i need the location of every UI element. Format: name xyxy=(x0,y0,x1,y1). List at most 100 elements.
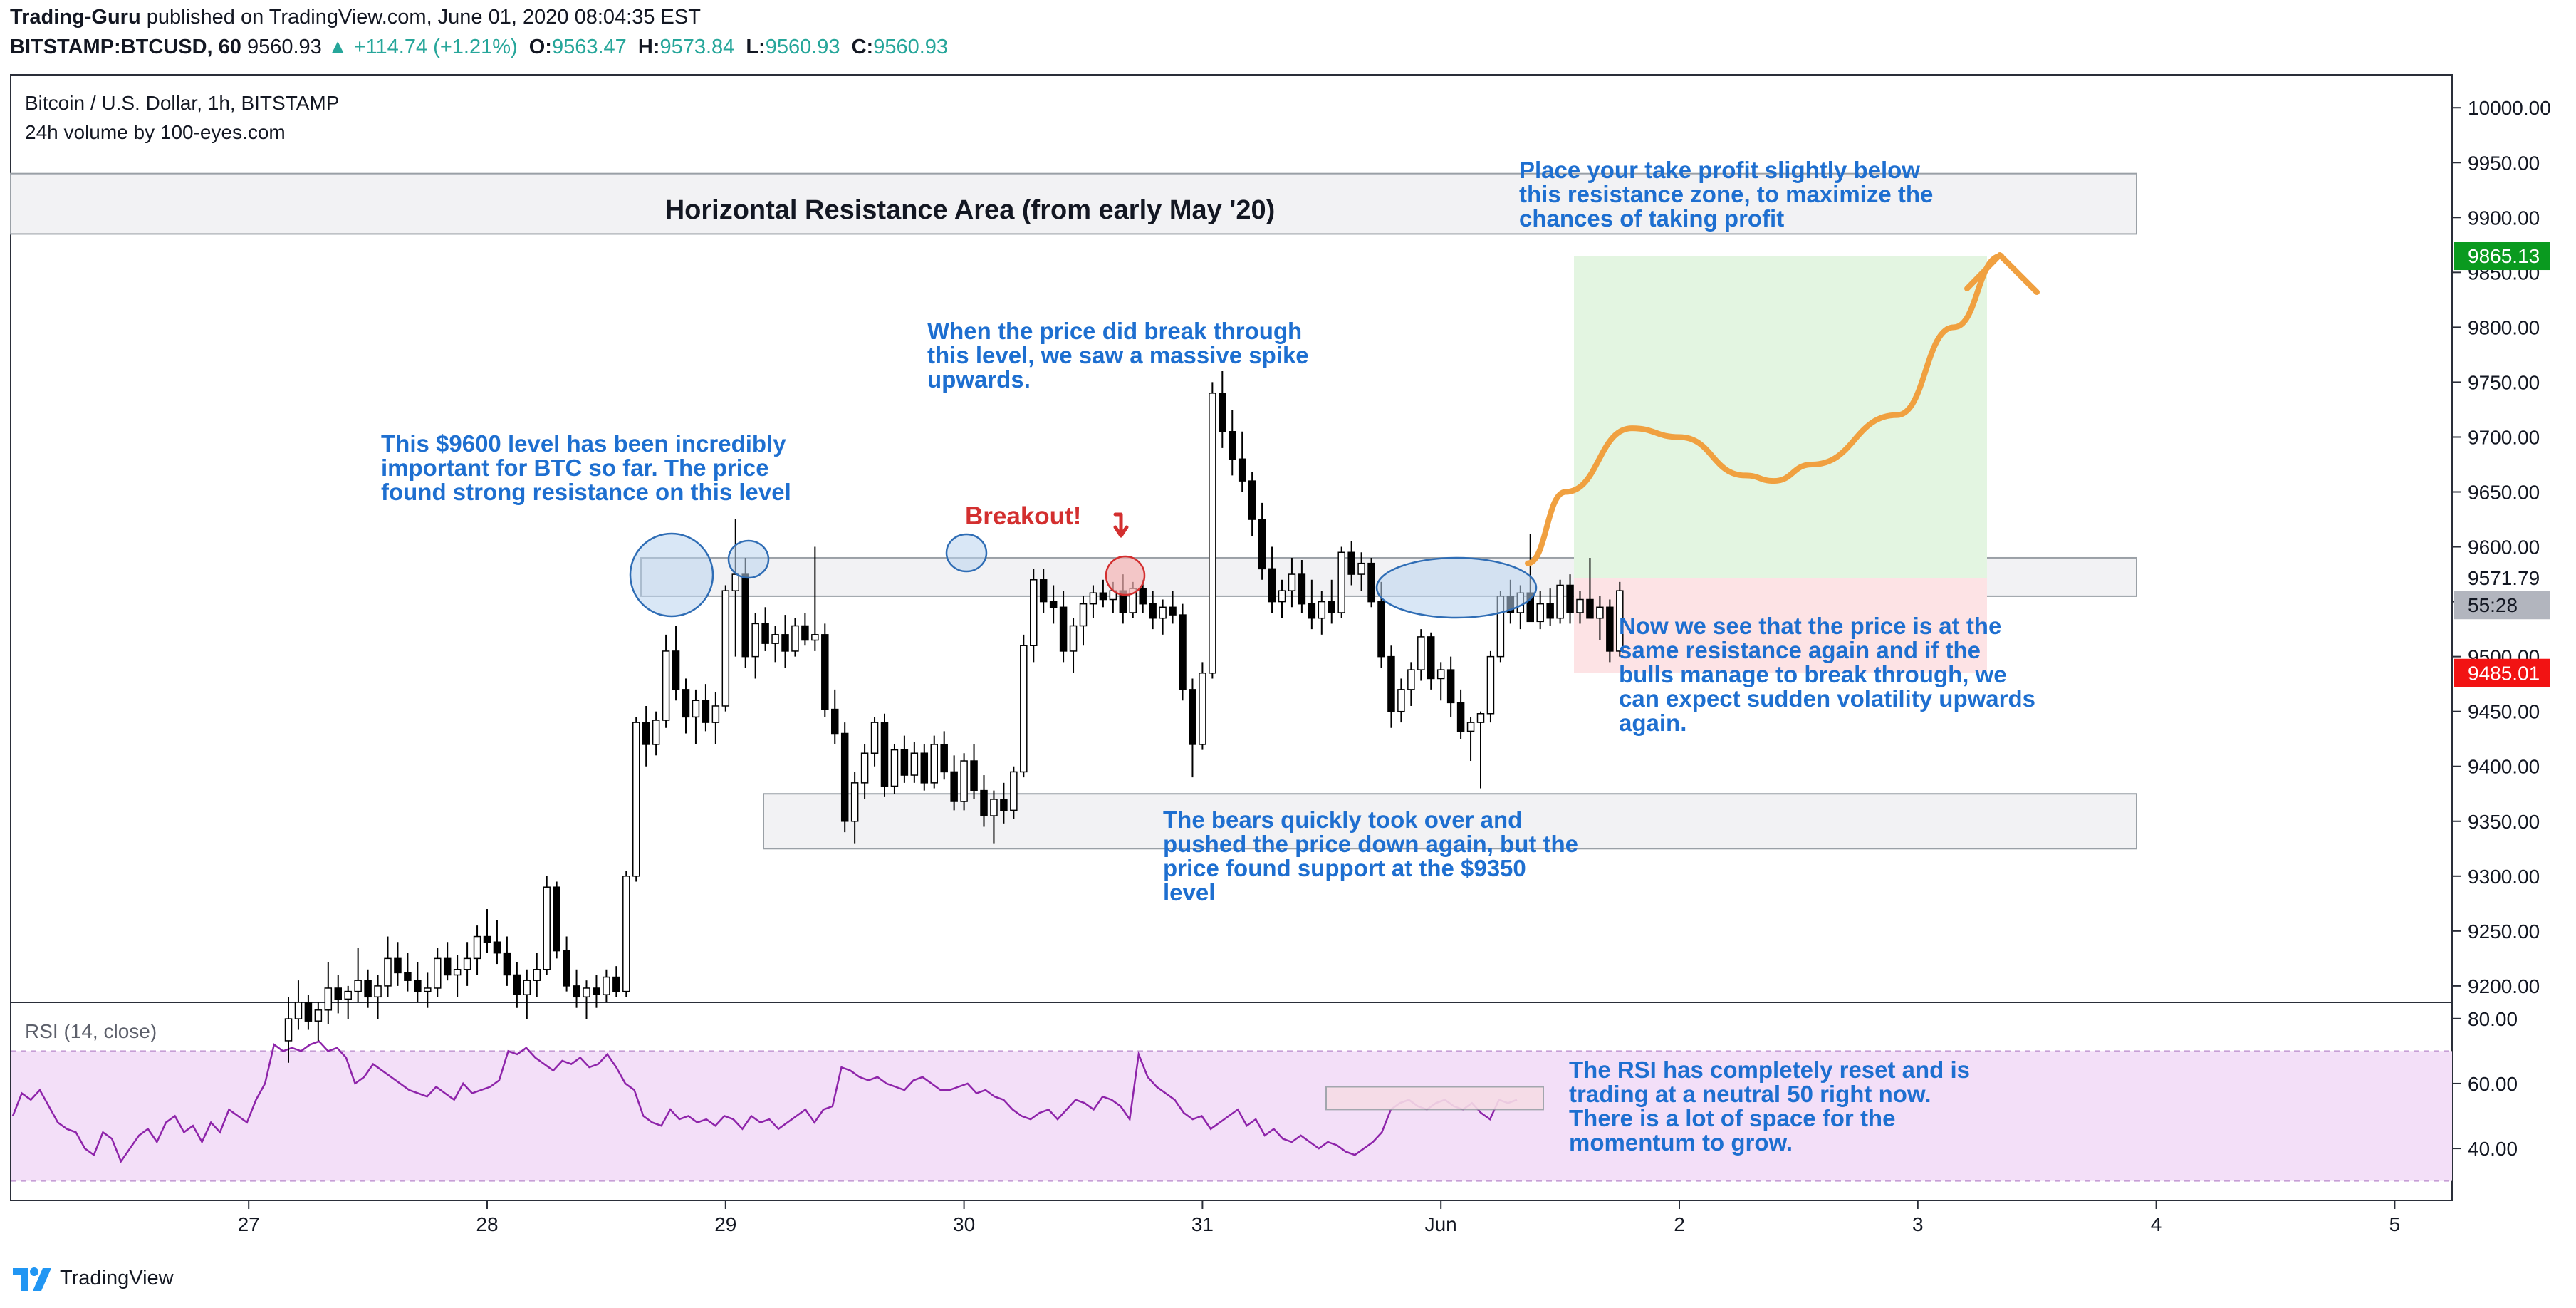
take-profit-note-line: chances of taking profit xyxy=(1519,205,1784,232)
candle-body xyxy=(1586,598,1594,619)
candle-body xyxy=(1258,519,1266,570)
candle xyxy=(1596,596,1604,640)
candle xyxy=(622,871,630,997)
candle-body xyxy=(384,957,392,987)
time-tick-label: 28 xyxy=(476,1213,498,1235)
candle-body xyxy=(563,950,570,987)
candle xyxy=(840,722,849,833)
tradingview-footer[interactable]: TradingView xyxy=(11,1262,174,1294)
candle xyxy=(1446,656,1455,717)
candle-body xyxy=(1079,603,1088,627)
candle-body xyxy=(682,689,690,718)
published-text: published on TradingView.com, June 01, 2… xyxy=(146,6,701,28)
projection-arrowhead-icon xyxy=(1964,252,2040,295)
candle-body xyxy=(1456,702,1465,732)
candle-body xyxy=(593,987,600,995)
candle xyxy=(1616,581,1624,657)
bears-note: The bears quickly took over and pushed th… xyxy=(1163,806,1578,905)
candle xyxy=(1466,717,1475,762)
candle xyxy=(1069,618,1078,673)
candle xyxy=(1278,579,1286,618)
take-profit-note-line: Place your take profit slightly below xyxy=(1519,157,1920,183)
candle xyxy=(314,1002,323,1041)
candle-body xyxy=(543,886,551,970)
symbol-label: BITSTAMP:BTCUSD, 60 xyxy=(10,36,241,58)
candle-body xyxy=(1149,603,1157,619)
resistance-again-note-line: same resistance again and if the xyxy=(1619,637,1981,663)
candle-body xyxy=(324,987,333,1011)
candle-body xyxy=(1436,669,1445,680)
candle xyxy=(1347,541,1355,586)
candle-body xyxy=(980,789,988,816)
candle-body xyxy=(1606,606,1614,652)
candle xyxy=(860,744,869,799)
candle xyxy=(1536,591,1544,630)
spike-note-line: upwards. xyxy=(927,366,1031,393)
candle-body xyxy=(1059,606,1068,652)
candle-body xyxy=(463,957,471,970)
candle-body xyxy=(1039,579,1048,603)
candle-body xyxy=(394,957,402,974)
candle xyxy=(1000,782,1008,824)
price-label-box xyxy=(2454,591,2550,620)
candle xyxy=(801,613,809,646)
candle xyxy=(850,772,859,844)
candle xyxy=(1169,591,1177,624)
candle-body xyxy=(1546,603,1554,619)
author-name: Trading-Guru xyxy=(10,6,141,28)
candle-body xyxy=(1159,606,1167,619)
candle-body xyxy=(662,650,670,721)
candle xyxy=(1417,629,1425,681)
candle-body xyxy=(1417,636,1425,670)
take-profit-note: Place your take profit slightly below thi… xyxy=(1519,157,1933,232)
candle xyxy=(1556,579,1564,624)
price-tick-label: 9650.00 xyxy=(2468,482,2540,504)
bears-note-line: The bears quickly took over and xyxy=(1163,806,1522,833)
rsi-reset-note-line: trading at a neutral 50 right now. xyxy=(1569,1081,1931,1107)
candle-body xyxy=(1367,562,1375,603)
candle xyxy=(1059,591,1068,663)
candle xyxy=(434,947,442,997)
candle xyxy=(354,947,362,1002)
price-label-box xyxy=(2454,242,2550,271)
candle xyxy=(1436,662,1445,701)
price-tick-label: 9900.00 xyxy=(2468,207,2540,229)
resistance-area-zone xyxy=(10,172,2137,235)
candle xyxy=(721,585,730,712)
candle xyxy=(990,790,998,844)
candle xyxy=(920,744,929,791)
candle xyxy=(324,961,333,1024)
candle xyxy=(652,711,660,756)
candle xyxy=(1318,591,1326,635)
candle-body xyxy=(970,760,978,791)
candle-body xyxy=(304,1002,313,1022)
candle-body xyxy=(831,708,839,735)
candle xyxy=(1209,382,1216,679)
candle-body xyxy=(642,722,650,745)
candle xyxy=(453,955,462,997)
candle-body xyxy=(1446,669,1455,704)
candle-body xyxy=(880,722,889,787)
candle xyxy=(284,997,293,1063)
candle-body xyxy=(821,634,829,710)
candle-body xyxy=(990,799,998,816)
candle-body xyxy=(1476,713,1485,723)
candle xyxy=(294,980,303,1030)
candle xyxy=(543,876,551,975)
tradingview-brand: TradingView xyxy=(60,1266,174,1289)
candle xyxy=(1397,678,1405,723)
candle-body xyxy=(523,980,531,995)
candle-body xyxy=(622,876,630,992)
time-tick-label: 29 xyxy=(714,1213,736,1235)
candle xyxy=(513,961,521,1008)
candle-body xyxy=(1387,655,1395,712)
candle-body xyxy=(791,625,799,652)
candle-body xyxy=(1199,673,1206,745)
time-tick-label: 27 xyxy=(238,1213,260,1235)
price-tick-label: 9300.00 xyxy=(2468,866,2540,888)
candle-body xyxy=(1209,393,1216,674)
candle-body xyxy=(1407,669,1415,690)
candle xyxy=(781,615,789,668)
bears-note-line: price found support at the $9350 xyxy=(1163,855,1526,881)
